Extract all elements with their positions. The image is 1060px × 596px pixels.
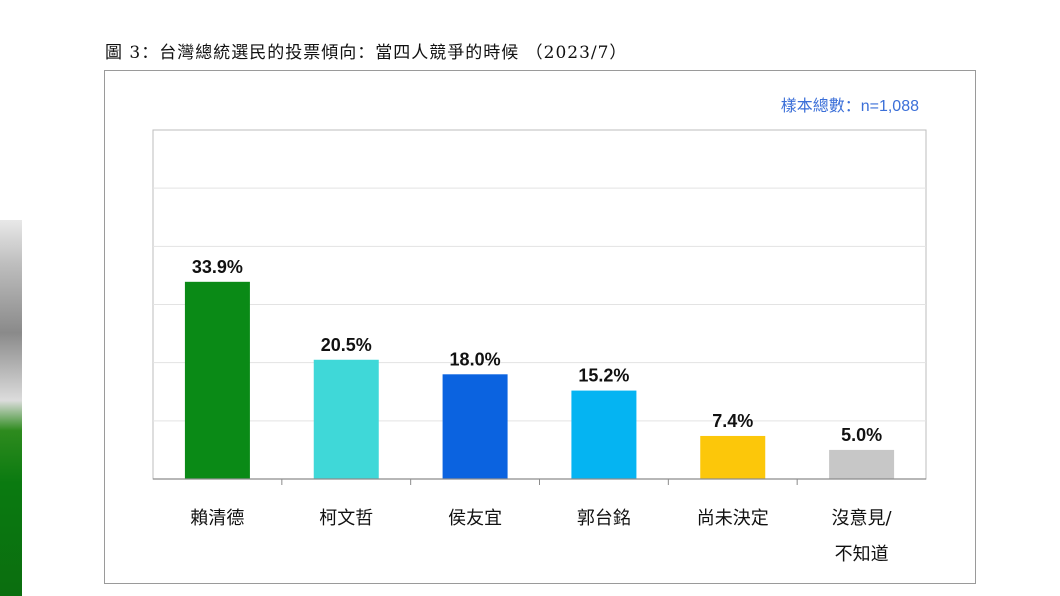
data-label: 18.0% [450, 349, 501, 369]
category-label: 郭台銘 [577, 508, 631, 529]
bar-chart: 33.9% 賴清德 20.5% 柯文哲 18.0% 侯友宜 15.2% 郭台銘 7.4% 尚未決定… [152, 129, 927, 565]
chart-frame: 樣本總數：n=1,088 33.9% 賴清德 20.5% 柯文哲 18.0% 侯友宜 15.… [104, 70, 976, 584]
data-label: 7.4% [712, 411, 753, 431]
figure-title: 圖 3：台灣總統選民的投票傾向：當四人競爭的時候 （2023/7） [105, 43, 628, 63]
data-label: 15.2% [578, 366, 629, 386]
bar [829, 449, 895, 479]
bar [571, 390, 637, 479]
bar [184, 281, 250, 479]
category-label: 柯文哲 [319, 508, 373, 529]
category-label: 賴清德 [190, 508, 244, 529]
category-label: 尚未決定 [697, 508, 769, 529]
bar [700, 435, 766, 479]
bar [442, 374, 508, 479]
data-label: 20.5% [321, 335, 372, 355]
sample-size-note: 樣本總數：n=1,088 [780, 98, 919, 115]
category-label: 不知道 [835, 544, 889, 565]
bar [313, 359, 379, 479]
category-label: 侯友宜 [448, 508, 502, 529]
plot-area: 33.9% 賴清德 20.5% 柯文哲 18.0% 侯友宜 15.2% 郭台銘 7.4% 尚未決定… [152, 129, 927, 565]
category-label: 沒意見/ [832, 508, 893, 529]
side-photo-strip [0, 220, 22, 596]
data-label: 33.9% [192, 257, 243, 277]
data-label: 5.0% [841, 425, 882, 445]
